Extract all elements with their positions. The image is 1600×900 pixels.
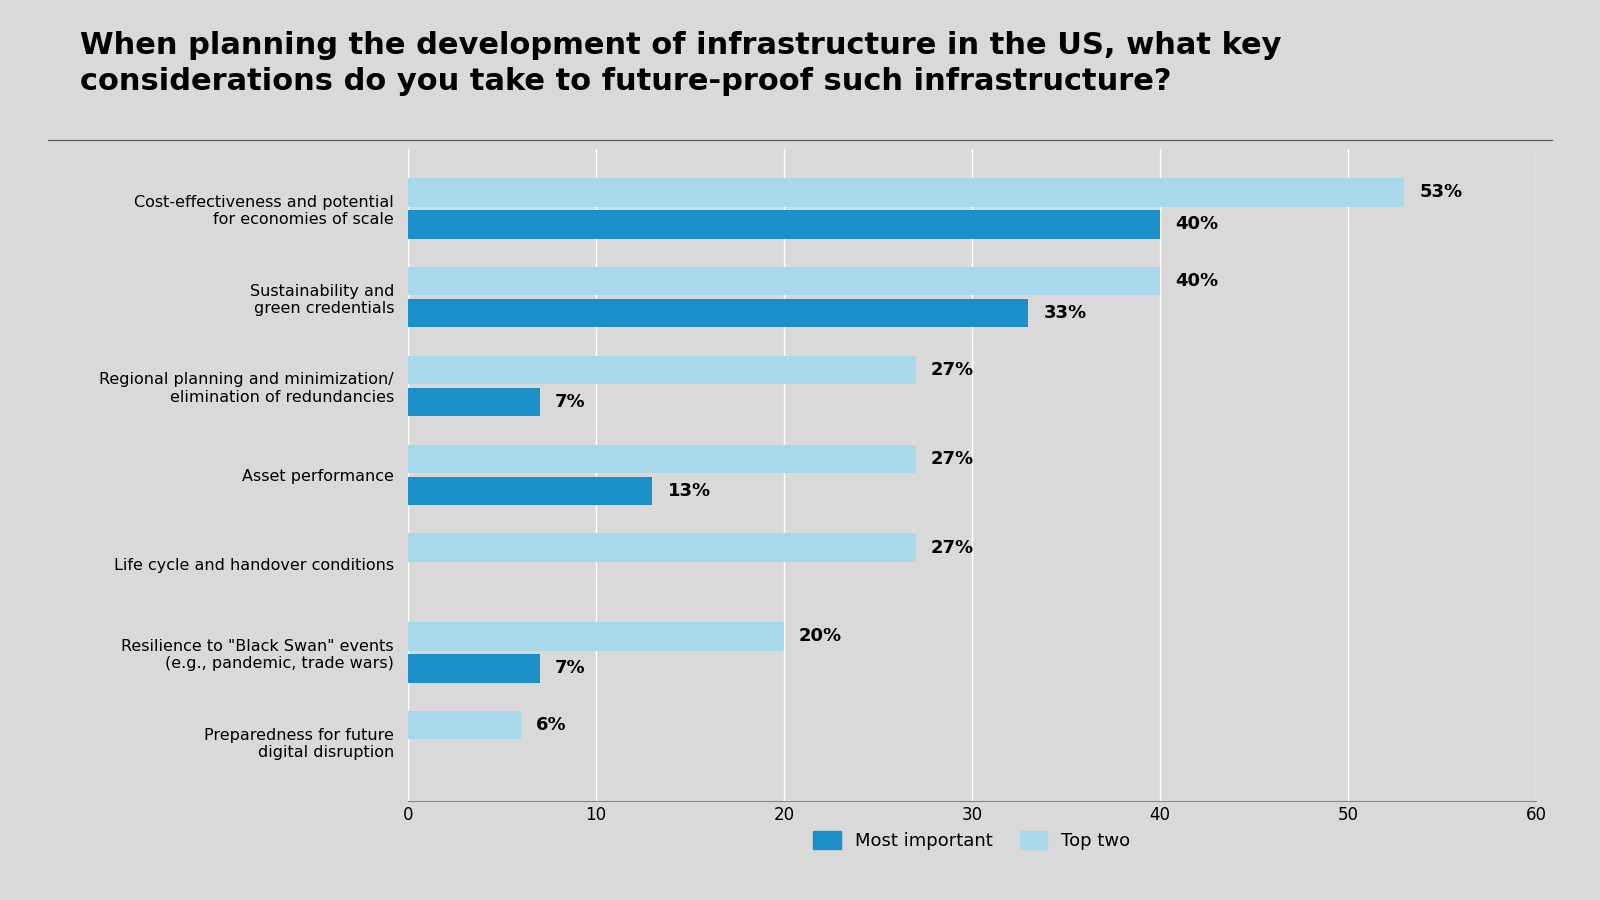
Bar (408, 388, 539, 416)
Text: 27%: 27% (931, 538, 974, 556)
Bar (408, 299, 1029, 328)
Text: 20%: 20% (798, 627, 842, 645)
Bar (408, 356, 915, 384)
Text: 40%: 40% (1174, 272, 1218, 290)
Bar (408, 445, 915, 473)
Bar (408, 210, 1160, 239)
Bar (408, 711, 520, 740)
Text: 27%: 27% (931, 450, 974, 468)
Text: 13%: 13% (667, 482, 710, 500)
Legend: Most important, Top two: Most important, Top two (806, 824, 1138, 857)
Bar (408, 534, 915, 562)
Text: 7%: 7% (555, 393, 586, 411)
Bar (408, 267, 1160, 295)
Bar (408, 622, 784, 651)
Bar (408, 178, 1405, 207)
Text: 7%: 7% (555, 660, 586, 678)
Text: 27%: 27% (931, 361, 974, 379)
Text: When planning the development of infrastructure in the US, what key
consideratio: When planning the development of infrast… (80, 32, 1282, 96)
Bar (408, 476, 653, 505)
Text: 40%: 40% (1174, 215, 1218, 233)
Text: 6%: 6% (536, 716, 566, 734)
Text: 33%: 33% (1043, 304, 1086, 322)
Text: 53%: 53% (1419, 184, 1462, 202)
Bar (408, 654, 539, 682)
